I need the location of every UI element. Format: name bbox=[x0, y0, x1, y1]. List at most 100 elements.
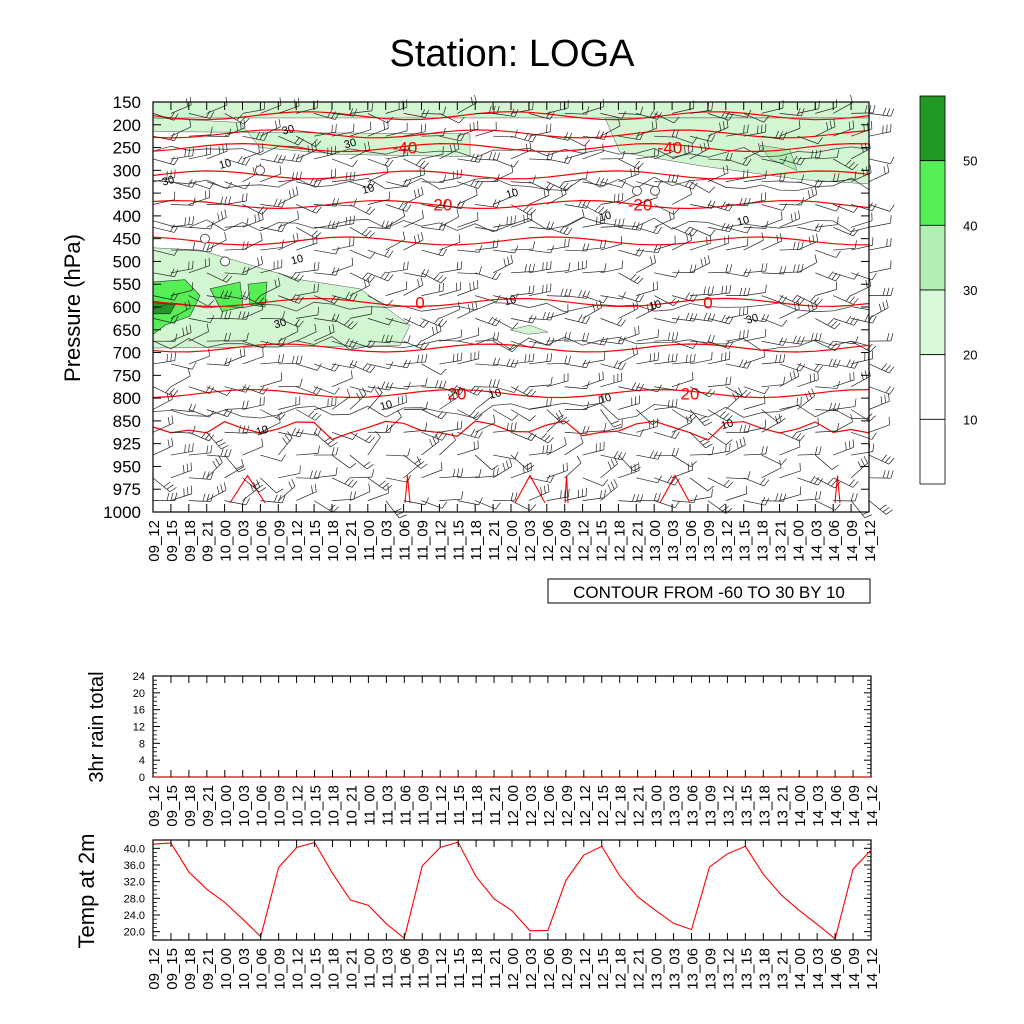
wind-barb bbox=[457, 300, 478, 319]
wind-barb bbox=[385, 178, 412, 188]
x-tick-label: 10_06 bbox=[253, 520, 270, 562]
wind-barb bbox=[152, 191, 176, 205]
wind-barb bbox=[564, 289, 590, 299]
wind-barb bbox=[582, 477, 609, 487]
wind-barb bbox=[636, 147, 660, 160]
wind-barb bbox=[152, 477, 177, 493]
wind-barb bbox=[421, 272, 447, 284]
wind-barb bbox=[797, 363, 823, 373]
wind-barb bbox=[385, 394, 407, 410]
wind-barb bbox=[152, 391, 173, 410]
wind-barb bbox=[600, 419, 623, 433]
wind-barb bbox=[492, 318, 519, 329]
wind-barb bbox=[331, 215, 355, 228]
y-tick-label: 20 bbox=[133, 688, 145, 700]
contour-label: 0 bbox=[415, 293, 424, 312]
wind-barb bbox=[188, 243, 214, 253]
wind-barb bbox=[546, 288, 572, 297]
wind-barb bbox=[743, 348, 765, 365]
wind-barb bbox=[206, 232, 227, 251]
x-tick-label: 13_09 bbox=[702, 948, 719, 990]
wind-barb bbox=[689, 226, 716, 237]
wind-barb bbox=[618, 345, 639, 365]
contour-label-small: 10 bbox=[720, 418, 735, 433]
x-tick-label: 12_00 bbox=[504, 520, 521, 562]
wind-barb bbox=[349, 204, 376, 215]
wind-barb bbox=[618, 221, 644, 231]
wind-barb bbox=[779, 368, 800, 388]
wind-barb bbox=[188, 444, 213, 456]
temp-panel: 20.0 24.0 28.0 32.0 36.0 40.0 09_12 09_15 09_18 0… bbox=[124, 839, 881, 990]
x-tick-label: 10_09 bbox=[271, 520, 288, 562]
x-tick-label: 10_12 bbox=[289, 520, 306, 562]
wind-barb bbox=[457, 385, 483, 396]
x-tick-label: 12_00 bbox=[505, 785, 522, 827]
contour-label: 0 bbox=[703, 293, 712, 312]
black-contour-line bbox=[152, 301, 870, 313]
wind-barb bbox=[385, 448, 411, 457]
wind-barb bbox=[242, 101, 266, 114]
wind-barb bbox=[600, 409, 622, 428]
wind-barb bbox=[725, 157, 752, 167]
wind-barb bbox=[475, 271, 501, 281]
wind-barb bbox=[779, 486, 801, 501]
x-tick-label: 13_06 bbox=[685, 785, 702, 827]
wind-barb bbox=[314, 168, 337, 183]
wind-barb bbox=[600, 180, 627, 188]
red-contour-line bbox=[152, 297, 870, 308]
wind-barb bbox=[492, 340, 519, 353]
wind-barb bbox=[152, 292, 179, 301]
wind-barb bbox=[457, 280, 479, 296]
calm-circle bbox=[220, 256, 230, 267]
wind-barb bbox=[170, 119, 192, 137]
y-tick-label: 550 bbox=[113, 275, 141, 294]
wind-barb bbox=[475, 379, 500, 388]
wind-barb bbox=[564, 487, 587, 501]
wind-barb bbox=[618, 158, 644, 170]
x-tick-label: 12_21 bbox=[629, 520, 646, 562]
contour-label-small: 30 bbox=[343, 137, 358, 152]
wind-barb bbox=[296, 483, 317, 501]
wind-barb bbox=[833, 371, 855, 388]
wind-barb bbox=[797, 135, 823, 145]
wind-barb bbox=[152, 169, 176, 183]
wind-barb bbox=[761, 376, 786, 388]
wind-barb bbox=[314, 110, 340, 120]
wind-barb bbox=[833, 170, 857, 183]
wind-barb bbox=[815, 318, 841, 330]
wind-barb bbox=[224, 454, 247, 473]
wind-barb bbox=[725, 329, 749, 342]
wind-barb bbox=[868, 393, 890, 410]
wind-barb bbox=[367, 164, 389, 183]
wind-barb bbox=[833, 204, 859, 213]
wind-barb bbox=[331, 318, 358, 330]
x-tick-label: 14_09 bbox=[844, 520, 861, 562]
wind-barb bbox=[421, 200, 447, 209]
wind-barb bbox=[528, 431, 554, 444]
wind-barb bbox=[761, 295, 788, 304]
wind-barb bbox=[475, 121, 497, 137]
wind-barb bbox=[331, 454, 357, 469]
wind-barb bbox=[475, 316, 501, 327]
wind-barb bbox=[654, 430, 680, 439]
wind-barb bbox=[457, 153, 483, 163]
black-contour-line bbox=[152, 336, 870, 351]
contour-info-text: CONTOUR FROM -60 TO 30 BY 10 bbox=[573, 583, 845, 602]
wind-barb bbox=[493, 492, 518, 501]
wind-barb bbox=[152, 437, 174, 456]
wind-barb bbox=[439, 352, 463, 365]
wind-barb bbox=[403, 268, 430, 278]
wind-barb bbox=[833, 94, 853, 114]
wind-barb bbox=[528, 397, 552, 410]
x-tick-label: 10_18 bbox=[325, 520, 342, 562]
wind-barb bbox=[367, 424, 393, 433]
wind-barb bbox=[600, 335, 626, 345]
wind-barb bbox=[260, 259, 283, 274]
wind-barb bbox=[725, 387, 743, 410]
wind-barb bbox=[403, 210, 424, 228]
wind-barb bbox=[689, 446, 715, 456]
wind-barb bbox=[636, 329, 659, 342]
wind-barb bbox=[564, 144, 587, 160]
y-tick-label: 1000 bbox=[103, 503, 141, 522]
wind-barb bbox=[313, 432, 338, 448]
